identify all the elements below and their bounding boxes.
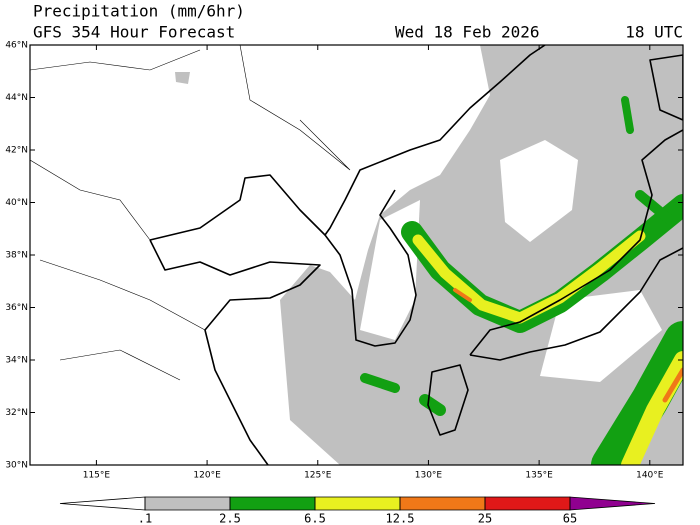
colorbar-label: 65 [563, 512, 577, 525]
lat-tick-label: 40°N [5, 198, 28, 208]
colorbar-label: 25 [478, 512, 492, 525]
colorbar-label: 2.5 [219, 512, 241, 525]
colorbar: .1 2.5 6.5 12.5 25 65 [59, 496, 656, 525]
axes: 115°E 120°E 125°E 130°E 135°E 140°E 30°N 32°N 34… [5, 41, 683, 481]
colorbar-label: 12.5 [386, 512, 415, 525]
colorbar-segment [569, 496, 656, 511]
colorbar-segment [484, 496, 571, 511]
lat-tick-label: 32°N [5, 408, 28, 418]
lon-tick-label: 115°E [83, 471, 111, 481]
colorbar-segment [59, 496, 146, 511]
lat-tick-label: 42°N [5, 146, 28, 156]
lon-tick-label: 120°E [193, 471, 221, 481]
lon-tick-label: 130°E [415, 471, 443, 481]
lon-tick-label: 140°E [636, 471, 664, 481]
subtitle: GFS 354 Hour Forecast [33, 23, 235, 42]
lat-tick-label: 30°N [5, 461, 28, 471]
colorbar-segment [229, 496, 316, 511]
colorbar-segment [399, 496, 486, 511]
colorbar-segment [314, 496, 401, 511]
valid-date: Wed 18 Feb 2026 [395, 23, 540, 42]
title: Precipitation (mm/6hr) [33, 2, 245, 21]
colorbar-segment [144, 496, 231, 511]
lat-tick-label: 36°N [5, 303, 28, 313]
lon-tick-label: 135°E [525, 471, 553, 481]
valid-time: 18 UTC [625, 23, 683, 42]
lon-tick-label: 125°E [304, 471, 332, 481]
lat-tick-label: 34°N [5, 356, 28, 366]
precip-field [29, 44, 684, 466]
lat-tick-label: 38°N [5, 251, 28, 261]
lat-tick-label: 44°N [5, 93, 28, 103]
colorbar-label: .1 [138, 512, 152, 525]
colorbar-label: 6.5 [304, 512, 326, 525]
lat-tick-label: 46°N [5, 41, 28, 51]
